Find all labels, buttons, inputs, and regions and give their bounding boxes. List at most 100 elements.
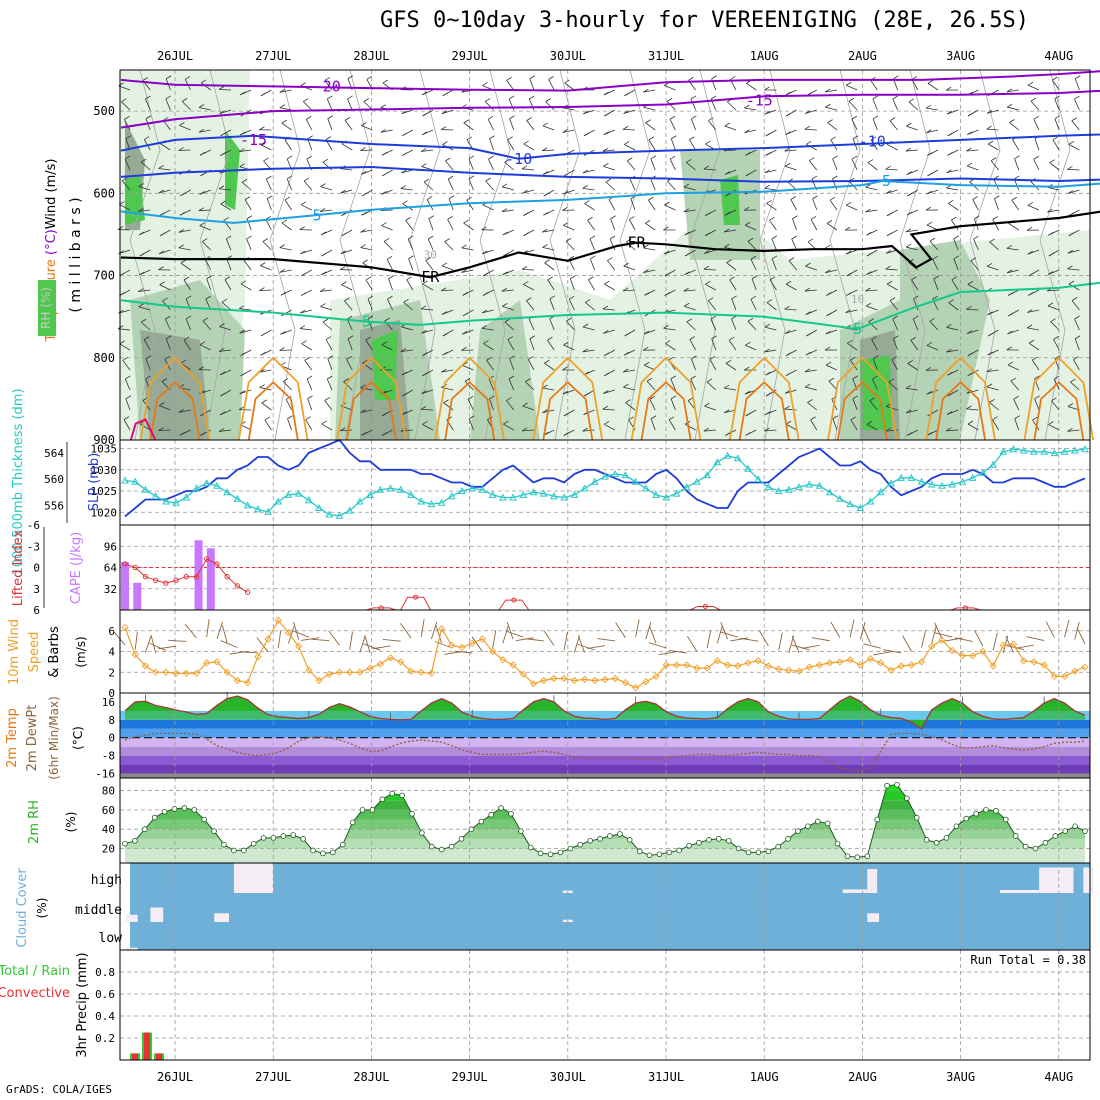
wind-barb-feather — [668, 416, 675, 421]
wind-barb-feather — [1030, 97, 1037, 102]
wind-barb-feather — [925, 366, 932, 371]
wind-barb-feather — [650, 155, 657, 160]
wind-barb-10m — [150, 635, 157, 653]
li-hump — [366, 607, 397, 611]
wind-barb-feather — [845, 309, 851, 314]
bottom-day-label: 2AUG — [848, 1070, 877, 1084]
wind-barb — [401, 169, 413, 174]
wind-barb — [403, 302, 414, 311]
wind-barb — [220, 203, 232, 211]
wind-barb — [504, 321, 515, 331]
wind-barb — [347, 98, 353, 111]
temp-band — [120, 764, 1090, 774]
wind-barb-feather — [826, 312, 832, 317]
wind-barb-feather — [447, 175, 454, 180]
wind-barb-feather — [380, 104, 387, 108]
wind-barb-feather — [810, 416, 816, 421]
wind-barb — [380, 209, 393, 211]
wind-barb — [463, 222, 474, 231]
wind-barb-feather — [421, 163, 427, 167]
rh-marker — [1042, 839, 1049, 846]
wind-barb-feather — [542, 409, 548, 413]
wind-barb — [158, 249, 171, 255]
wind-barb-feather — [865, 302, 872, 307]
wind-barb-feather — [488, 155, 494, 160]
wind-barb — [805, 109, 817, 114]
wind-barb-feather — [664, 201, 670, 206]
wind-barb-feather — [299, 226, 306, 230]
wind-barb-feather — [367, 295, 374, 300]
wind-barb-feather — [428, 215, 435, 220]
wind-barb-feather — [906, 171, 912, 175]
wind-barb-feather — [832, 175, 838, 180]
wind-barb-feather — [467, 395, 474, 400]
wind-barb-feather — [847, 339, 853, 344]
wind-barb-feather — [1013, 395, 1019, 400]
wind-barb-feather — [239, 148, 245, 152]
thickness-marker — [570, 490, 579, 498]
ylabel-degc: (°C) — [44, 229, 59, 259]
wind-barb-feather — [407, 235, 414, 240]
thickness-marker — [958, 477, 967, 485]
wind-barb — [504, 162, 515, 171]
wind-barb — [360, 149, 373, 152]
rh-marker — [814, 818, 821, 825]
wind-barb-feather — [744, 104, 750, 109]
wind-barb-10m — [687, 636, 698, 652]
precip-total-label: Total / Rain — [0, 964, 70, 979]
wind-barb — [751, 278, 757, 291]
wind-barb — [425, 260, 434, 271]
wind-barb-feather — [482, 292, 489, 296]
wind-barb — [966, 149, 979, 152]
wind-barb — [441, 265, 454, 271]
wind-barb — [790, 199, 797, 211]
wind-barb-feather — [422, 352, 428, 356]
wind-barb — [400, 188, 413, 191]
rh-marker — [617, 831, 623, 837]
wind-barb — [804, 128, 817, 131]
wind-barb-feather — [401, 152, 408, 156]
wind-barb — [886, 143, 898, 151]
li-tick-label: -3 — [27, 540, 40, 553]
wind-barb-feather — [259, 384, 265, 388]
wind-barb — [889, 120, 898, 131]
wind-speed-marker — [151, 668, 160, 676]
wind-barb-feather — [750, 255, 757, 260]
wind-barb-feather — [421, 131, 428, 136]
wind-barb-feather — [905, 228, 912, 233]
wind-barb — [324, 80, 333, 91]
wind-barb-feather — [360, 409, 366, 413]
wind-speed-marker — [703, 664, 711, 672]
thickness-marker — [948, 480, 957, 488]
wind-speed-marker — [979, 647, 987, 656]
wind-barb-10m — [420, 619, 425, 638]
wind-barb-feather — [420, 305, 427, 310]
wind-barb-feather — [363, 98, 370, 102]
wind-barb-feather — [907, 360, 913, 364]
wind-barb-feather — [724, 122, 730, 127]
li-marker — [214, 561, 220, 567]
wind-barb-feather — [953, 235, 959, 240]
wind-barb-feather — [341, 281, 347, 285]
wind-barb-feather — [343, 378, 349, 382]
wind-barb — [467, 399, 474, 411]
wind-barb — [461, 247, 474, 251]
wind-barb — [302, 101, 313, 111]
wind-barb-feather — [464, 378, 471, 382]
temp-tick-label: 16 — [102, 696, 115, 709]
rh-isoline — [549, 69, 581, 441]
wind-barb-feather — [484, 98, 491, 102]
wind-barb — [563, 344, 575, 351]
wind-barb — [547, 279, 555, 291]
wind-barb — [202, 320, 212, 331]
wind-barb-feather — [905, 147, 912, 152]
wind-barb-feather — [892, 315, 898, 320]
cloud-level-label: middle — [75, 903, 122, 918]
wind-barb — [1034, 138, 1040, 151]
wind-barb — [305, 419, 313, 431]
wind-barb — [973, 238, 979, 251]
wind-barb — [119, 204, 131, 211]
isotherm-label: -5 — [303, 207, 321, 225]
wind-barb-feather — [927, 172, 933, 177]
wind-barb — [563, 225, 575, 231]
